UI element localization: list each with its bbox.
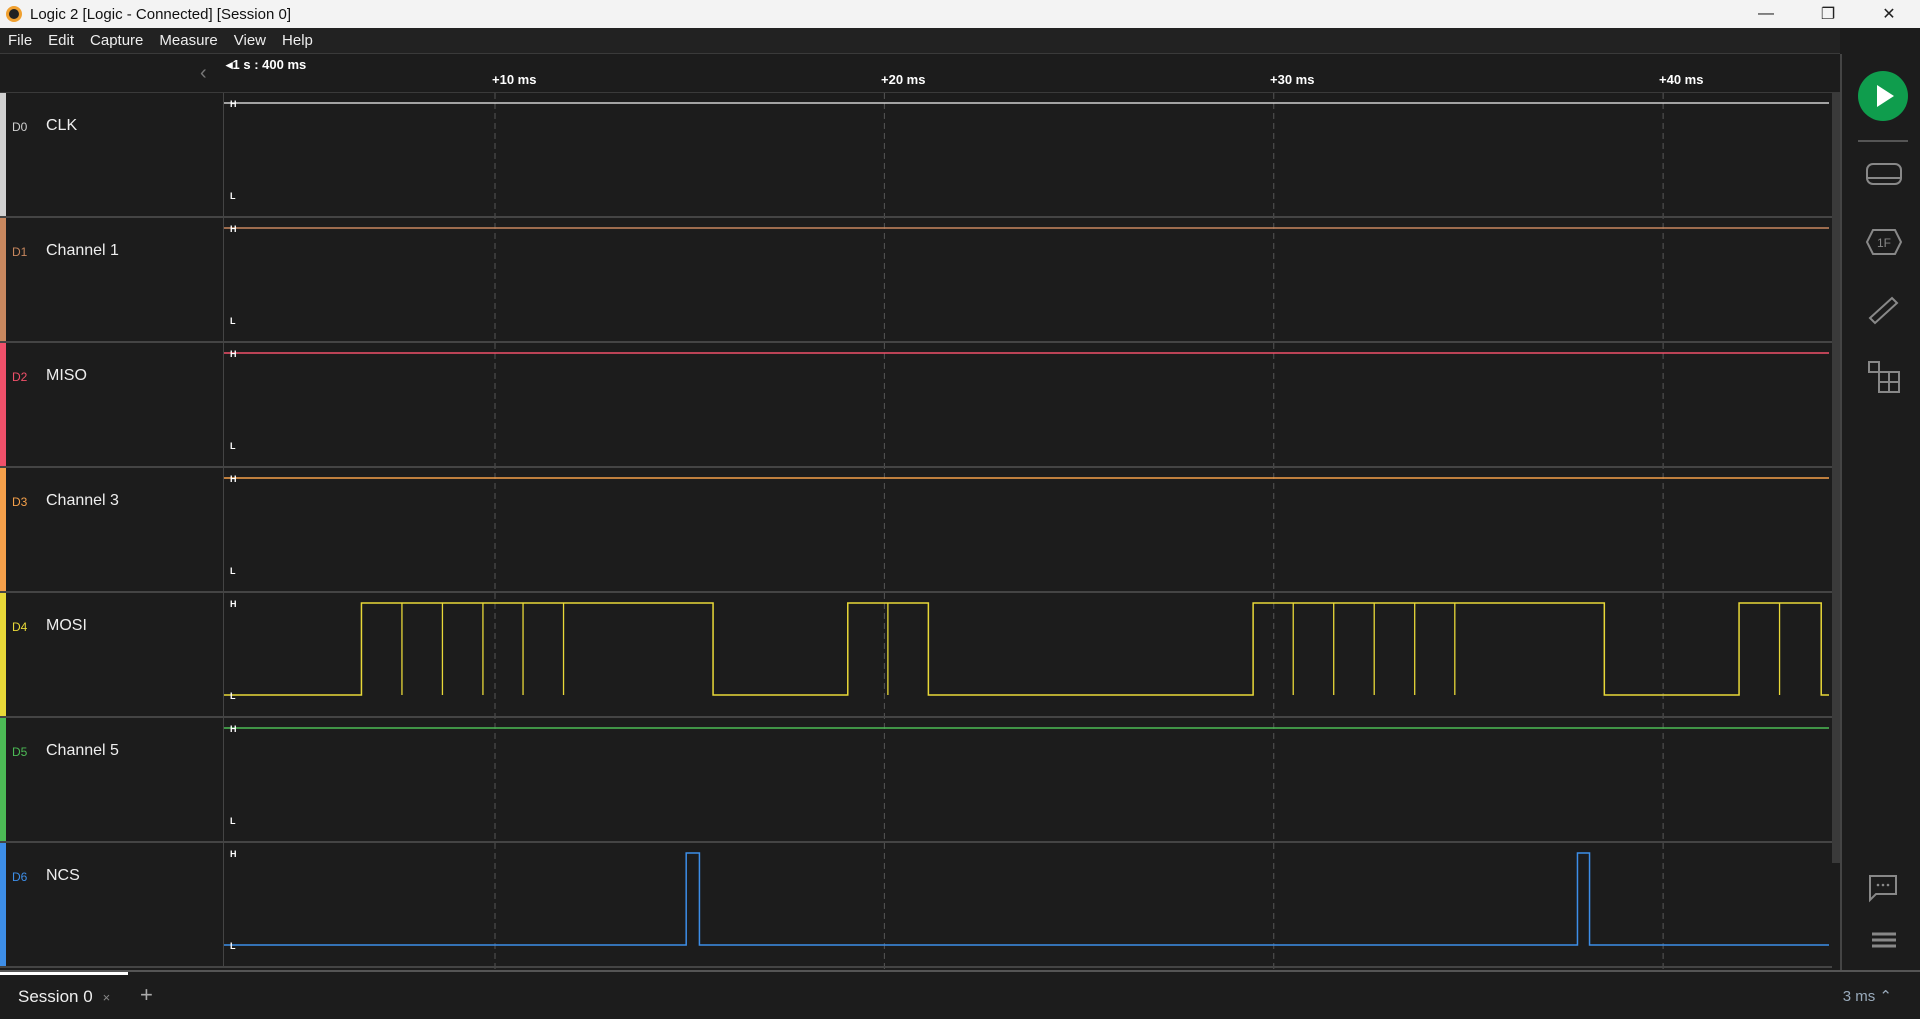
channel-id: D1 [12, 245, 28, 259]
menu-file[interactable]: File [8, 32, 33, 49]
channel-color-bar [0, 218, 6, 341]
channel-name: Channel 1 [46, 242, 119, 259]
restore-button[interactable]: ❐ [1820, 6, 1836, 23]
menu-edit[interactable]: Edit [48, 32, 75, 49]
channel-label-d1[interactable]: D1 Channel 1 [0, 218, 224, 343]
channel-name: Channel 5 [46, 742, 119, 759]
menu-hamburger-icon[interactable] [1864, 920, 1904, 960]
high-level-marker: H [230, 99, 237, 109]
channel-label-d4[interactable]: D4 MOSI [0, 593, 224, 718]
channel-label-d0[interactable]: D0 CLK [0, 93, 224, 218]
channel-name: Channel 3 [46, 492, 119, 509]
waveform-d6 [224, 852, 1829, 946]
channel-name: MISO [46, 367, 87, 384]
analyzers-icon[interactable]: 1F [1864, 222, 1904, 262]
channel-name: NCS [46, 867, 80, 884]
right-toolbar: 1F [1840, 54, 1920, 970]
time-tick: +10 ms [492, 72, 537, 87]
waveform-area[interactable]: H L H L H L H L H L H L H L [224, 93, 1832, 970]
vertical-scrollbar[interactable] [1832, 93, 1840, 863]
time-tick: +40 ms [1659, 72, 1704, 87]
session-tab-label: Session 0 [18, 987, 93, 1006]
waveform-d4 [224, 602, 1829, 696]
time-tick: +20 ms [881, 72, 926, 87]
channel-color-bar [0, 468, 6, 591]
low-level-marker: L [230, 691, 236, 701]
low-level-marker: L [230, 941, 236, 951]
menu-measure[interactable]: Measure [159, 32, 218, 49]
app-logo-icon [6, 6, 22, 22]
low-level-marker: L [230, 441, 236, 451]
channel-color-bar [0, 843, 6, 966]
svg-text:1F: 1F [1877, 236, 1891, 250]
extensions-icon[interactable] [1864, 358, 1904, 398]
high-level-marker: H [230, 474, 237, 484]
channel-label-d5[interactable]: D5 Channel 5 [0, 718, 224, 843]
time-tick: +30 ms [1270, 72, 1315, 87]
channel-name: CLK [46, 117, 78, 134]
play-icon [1877, 85, 1894, 107]
minimize-button[interactable]: — [1758, 5, 1774, 22]
channel-label-d2[interactable]: D2 MISO [0, 343, 224, 468]
collapse-sidebar-chevron-icon[interactable]: ‹ [200, 62, 207, 84]
title-bar: Logic 2 [Logic - Connected] [Session 0] … [0, 0, 1920, 28]
high-level-marker: H [230, 349, 237, 359]
low-level-marker: L [230, 566, 236, 576]
high-level-marker: H [230, 599, 237, 609]
channel-color-bar [0, 718, 6, 841]
session-tab[interactable]: Session 0 × [0, 972, 128, 1019]
window-title: Logic 2 [Logic - Connected] [Session 0] [30, 5, 291, 23]
channel-label-d3[interactable]: D3 Channel 3 [0, 468, 224, 593]
add-session-button[interactable]: + [140, 982, 153, 1007]
measurements-ruler-icon[interactable] [1864, 290, 1904, 330]
high-level-marker: H [230, 849, 237, 859]
menu-bar: File Edit Capture Measure View Help [0, 28, 1840, 54]
device-settings-icon[interactable] [1864, 154, 1904, 194]
channel-color-bar [0, 343, 6, 466]
channel-id: D6 [12, 870, 28, 884]
divider [1858, 140, 1908, 142]
time-origin: ◂1 s : 400 ms [226, 57, 307, 72]
timeline-ruler[interactable]: ‹ ◂1 s : 400 ms +10 ms +20 ms +30 ms +40… [0, 54, 1840, 93]
session-bar: Session 0 × + 3 ms ⌃ [0, 970, 1920, 1019]
high-level-marker: H [230, 224, 237, 234]
zoom-level-readout[interactable]: 3 ms ⌃ [1842, 988, 1892, 1005]
high-level-marker: H [230, 724, 237, 734]
channel-id: D5 [12, 745, 28, 759]
channel-color-bar [0, 93, 6, 216]
channel-id: D0 [12, 120, 28, 134]
channel-color-bar [0, 593, 6, 716]
channel-id: D2 [12, 370, 28, 384]
low-level-marker: L [230, 191, 236, 201]
low-level-marker: L [230, 316, 236, 326]
menu-view[interactable]: View [233, 32, 267, 49]
close-button[interactable]: ✕ [1882, 6, 1896, 23]
close-session-icon[interactable]: × [102, 989, 111, 1005]
menu-capture[interactable]: Capture [90, 32, 144, 49]
channel-label-d6[interactable]: D6 NCS [0, 843, 224, 968]
channel-id: D3 [12, 495, 28, 509]
low-level-marker: L [230, 816, 236, 826]
channel-id: D4 [12, 620, 28, 634]
start-capture-button[interactable] [1858, 71, 1908, 121]
channel-name: MOSI [46, 617, 87, 634]
menu-help[interactable]: Help [282, 32, 313, 49]
feedback-chat-icon[interactable] [1864, 868, 1904, 908]
